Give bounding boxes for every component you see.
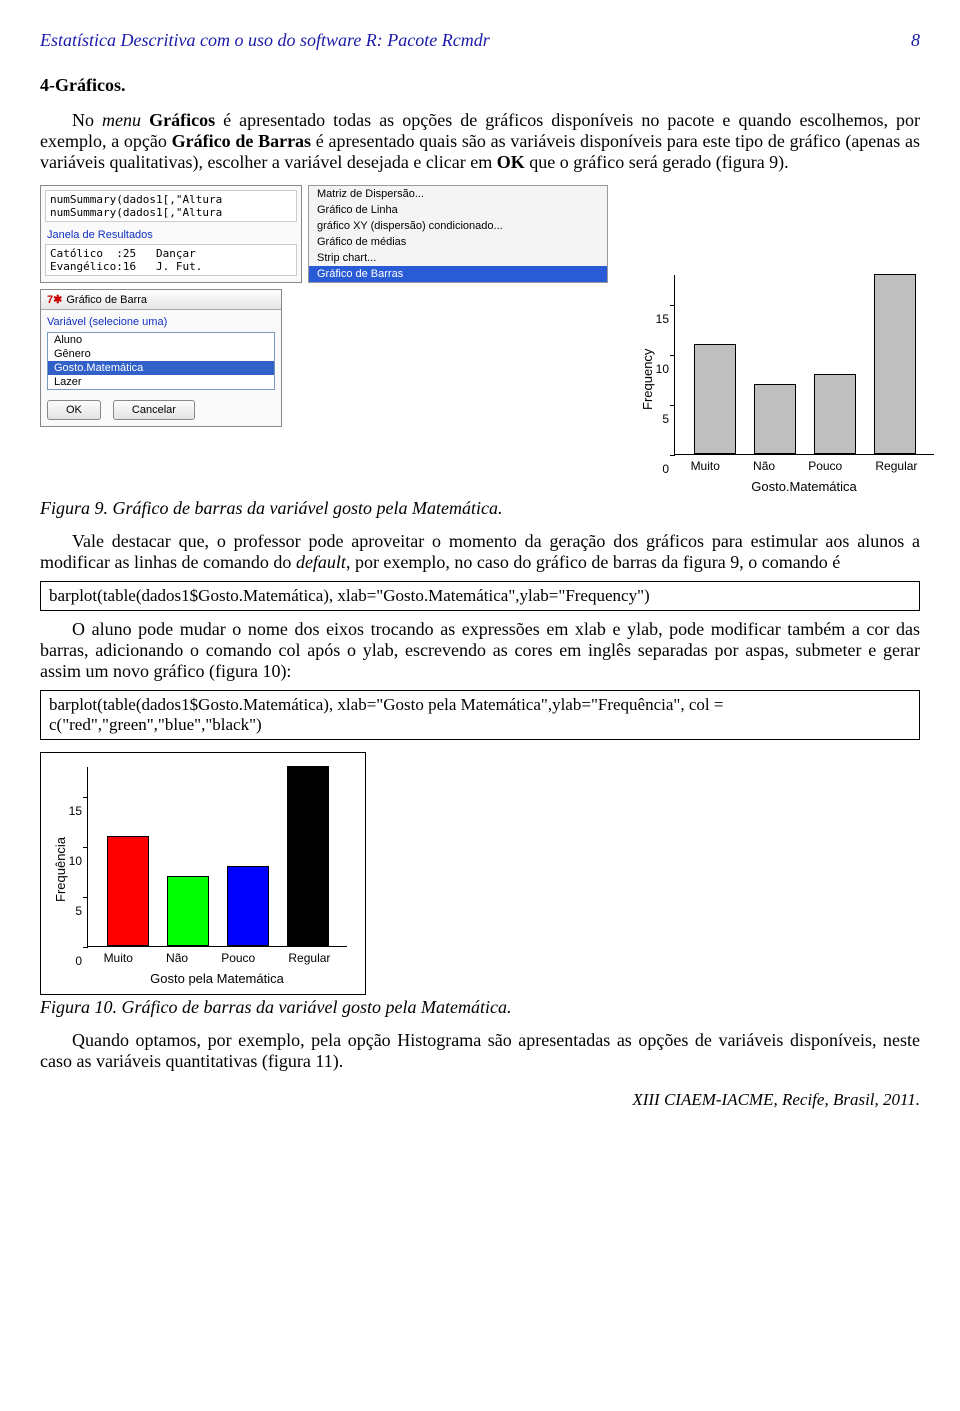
y-tick-label: 10 (58, 854, 82, 868)
dialog-title: Gráfico de Barra (66, 294, 147, 306)
intro-paragraph: No menu Gráficos é apresentado todas as … (40, 110, 920, 173)
rcmdr-mock: numSummary(dados1[,"Altura numSummary(da… (40, 185, 608, 427)
header-title: Estatística Descritiva com o uso do soft… (40, 30, 490, 51)
bar (874, 274, 916, 454)
menu-item[interactable]: Strip chart... (309, 250, 607, 266)
text (141, 110, 149, 130)
frequency-barchart: Frequency 051015 MuitoNãoPoucoRegular Go… (636, 275, 934, 494)
bar (107, 836, 149, 946)
figure9-row: numSummary(dados1[,"Altura numSummary(da… (40, 185, 920, 494)
x-tick-labels: Muito Não Pouco Regular (87, 951, 347, 965)
plot-area: 051015 (674, 275, 934, 455)
dialog-titlebar: 7✱ Gráfico de Barra (41, 290, 281, 310)
menu-list: Matriz de Dispersão... Gráfico de Linha … (308, 185, 608, 283)
x-tick-label: Regular (288, 951, 330, 965)
text: que o gráfico será gerado (figura 9). (525, 152, 789, 172)
figure9-caption: Figura 9. Gráfico de barras da variável … (40, 498, 920, 519)
menu-item[interactable]: Gráfico de Linha (309, 202, 607, 218)
frequencia-barchart: Frequência 051015 MuitoNãoPoucoRegular G… (49, 767, 347, 986)
ok-button[interactable]: OK (47, 400, 101, 420)
italic-word: default (296, 552, 346, 572)
bar (227, 866, 269, 946)
barchart-dialog: 7✱ Gráfico de Barra Variável (selecione u… (40, 289, 282, 427)
x-tick-label: Pouco (808, 459, 842, 473)
final-paragraph: Quando optamos, por exemplo, pela opção … (40, 1030, 920, 1072)
after-fig9-paragraph: Vale destacar que, o professor pode apro… (40, 531, 920, 573)
x-axis-label: Gosto pela Matemática (87, 971, 347, 986)
menu-item-selected[interactable]: Gráfico de Barras (309, 266, 607, 282)
list-item[interactable]: Gênero (48, 347, 274, 361)
y-axis-label: Frequency (640, 349, 655, 410)
bar (694, 344, 736, 454)
rcmdr-code-box: numSummary(dados1[,"Altura numSummary(da… (45, 190, 297, 222)
y-tick-label: 15 (58, 804, 82, 818)
x-tick-label: Regular (875, 459, 917, 473)
figure10-box: Frequência 051015 MuitoNãoPoucoRegular G… (40, 752, 366, 995)
code-line: numSummary(dados1[,"Altura (50, 193, 292, 206)
plot-area: 051015 (87, 767, 347, 947)
page-footer: XIII CIAEM-IACME, Recife, Brasil, 2011. (40, 1090, 920, 1110)
list-item-selected[interactable]: Gosto.Matemática (48, 361, 274, 375)
figure10-caption: Figura 10. Gráfico de barras da variável… (40, 997, 920, 1018)
graphics-menu: Matriz de Dispersão... Gráfico de Linha … (308, 185, 608, 283)
italic-word: menu (102, 110, 141, 130)
x-tick-label: Não (166, 951, 188, 965)
y-tick-label: 15 (645, 312, 669, 326)
text: No (72, 110, 102, 130)
y-axis-label: Frequência (53, 837, 68, 902)
x-tick-label: Pouco (221, 951, 255, 965)
section-heading: 4-Gráficos. (40, 75, 920, 96)
x-tick-label: Muito (104, 951, 133, 965)
page-number: 8 (911, 30, 920, 51)
variable-list[interactable]: Aluno Gênero Gosto.Matemática Lazer (47, 332, 275, 390)
code-box-2: barplot(table(dados1$Gosto.Matemática), … (40, 690, 920, 740)
y-tick-label: 5 (58, 904, 82, 918)
menu-item[interactable]: Gráfico de médias (309, 234, 607, 250)
bar (754, 384, 796, 454)
page-header: Estatística Descritiva com o uso do soft… (40, 30, 920, 51)
bar (287, 766, 329, 946)
menu-item[interactable]: gráfico XY (dispersão) condicionado... (309, 218, 607, 234)
y-tick-label: 5 (645, 412, 669, 426)
text: , por exemplo, no caso do gráfico de bar… (346, 552, 840, 572)
y-tick-label: 10 (645, 362, 669, 376)
dialog-icon: 7✱ (47, 294, 62, 306)
bold-word: Gráfico de Barras (172, 131, 311, 151)
menu-item[interactable]: Matriz de Dispersão... (309, 186, 607, 202)
x-axis-label: Gosto.Matemática (674, 479, 934, 494)
x-tick-label: Muito (691, 459, 720, 473)
y-tick-label: 0 (645, 462, 669, 476)
cancel-button[interactable]: Cancelar (113, 400, 195, 420)
dialog-label: Variável (selecione uma) (47, 316, 275, 328)
y-tick-label: 0 (58, 954, 82, 968)
list-item[interactable]: Aluno (48, 333, 274, 347)
after-code1-paragraph: O aluno pode mudar o nome dos eixos troc… (40, 619, 920, 682)
rcmdr-output-panel: numSummary(dados1[,"Altura numSummary(da… (40, 185, 302, 283)
rcmdr-results-label: Janela de Resultados (41, 226, 301, 244)
code-box-1: barplot(table(dados1$Gosto.Matemática), … (40, 581, 920, 611)
bar (814, 374, 856, 454)
bold-word: OK (497, 152, 525, 172)
x-tick-label: Não (753, 459, 775, 473)
rcmdr-results-box: Católico :25 Dançar Evangélico:16 J. Fut… (45, 244, 297, 276)
x-tick-labels: Muito Não Pouco Regular (674, 459, 934, 473)
list-item[interactable]: Lazer (48, 375, 274, 389)
code-line: numSummary(dados1[,"Altura (50, 206, 292, 219)
bar (167, 876, 209, 946)
bold-word: Gráficos (149, 110, 215, 130)
